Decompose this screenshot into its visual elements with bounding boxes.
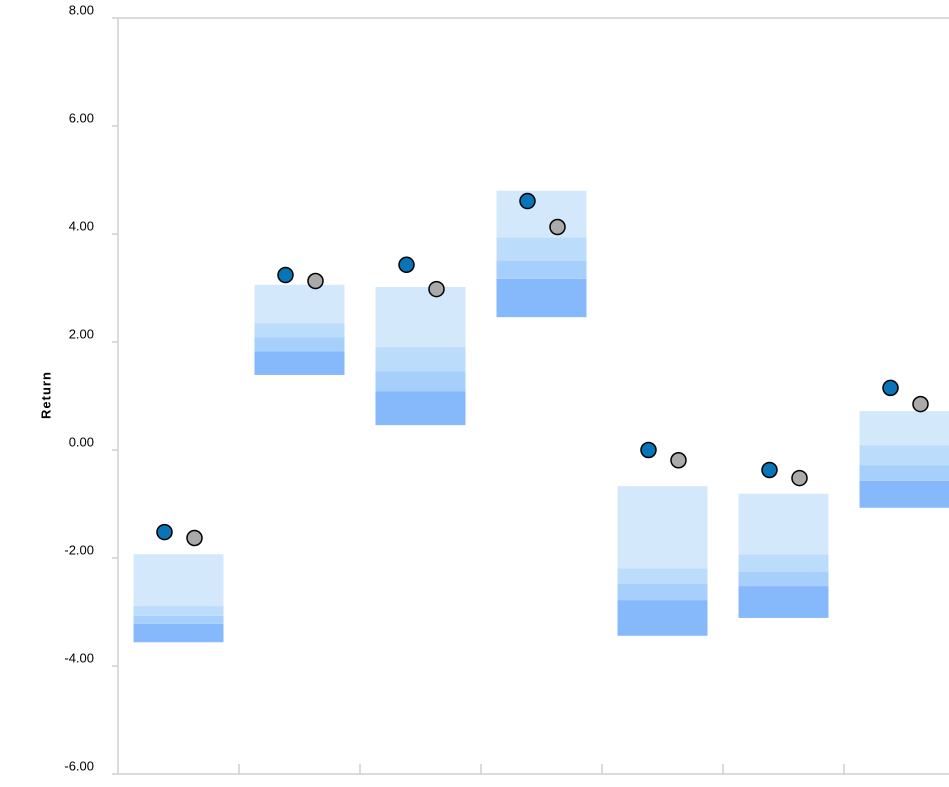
- bar-segment: [860, 411, 949, 445]
- bar-segment: [376, 391, 466, 425]
- bar-segment: [618, 486, 708, 568]
- point: [762, 462, 777, 477]
- bar-segment: [134, 554, 224, 606]
- bar-segment: [134, 606, 224, 616]
- bar-segment: [618, 600, 708, 636]
- bar-segment: [739, 494, 829, 554]
- bar-segment: [255, 285, 345, 323]
- point: [187, 531, 202, 546]
- point: [913, 397, 928, 412]
- bar-segment: [134, 616, 224, 624]
- bar-segment: [860, 445, 949, 465]
- bar-segment: [618, 584, 708, 600]
- point: [399, 257, 414, 272]
- point: [550, 219, 565, 234]
- bar-segment: [376, 371, 466, 391]
- bar-segment: [739, 554, 829, 572]
- bar-segment: [860, 465, 949, 481]
- point: [429, 282, 444, 297]
- point: [883, 380, 898, 395]
- point: [308, 273, 323, 288]
- y-tick-label: -2.00: [64, 542, 94, 557]
- bar-segment: [376, 287, 466, 347]
- point: [792, 471, 807, 486]
- bar-segment: [376, 347, 466, 371]
- bar-segment: [618, 568, 708, 584]
- bar-segment: [739, 586, 829, 618]
- bar-segment: [255, 351, 345, 375]
- y-axis-label: Return: [38, 371, 53, 419]
- bar-segment: [497, 261, 587, 279]
- bar-segment: [255, 323, 345, 337]
- bar-segment: [739, 572, 829, 586]
- bar-segment: [497, 191, 587, 237]
- y-tick-label: 6.00: [69, 110, 94, 125]
- point: [641, 443, 656, 458]
- y-tick-label: 0.00: [69, 434, 94, 449]
- bar-segment: [255, 337, 345, 351]
- bar-segment: [860, 481, 949, 508]
- bar-segment: [497, 237, 587, 261]
- point: [278, 268, 293, 283]
- point: [671, 453, 686, 468]
- y-tick-label: -6.00: [64, 758, 94, 773]
- y-tick-label: -4.00: [64, 650, 94, 665]
- bar-segment: [497, 279, 587, 317]
- y-tick-label: 4.00: [69, 218, 94, 233]
- point: [520, 194, 535, 209]
- point: [157, 525, 172, 540]
- y-tick-label: 8.00: [69, 2, 94, 17]
- bar-segment: [134, 624, 224, 642]
- y-tick-label: 2.00: [69, 326, 94, 341]
